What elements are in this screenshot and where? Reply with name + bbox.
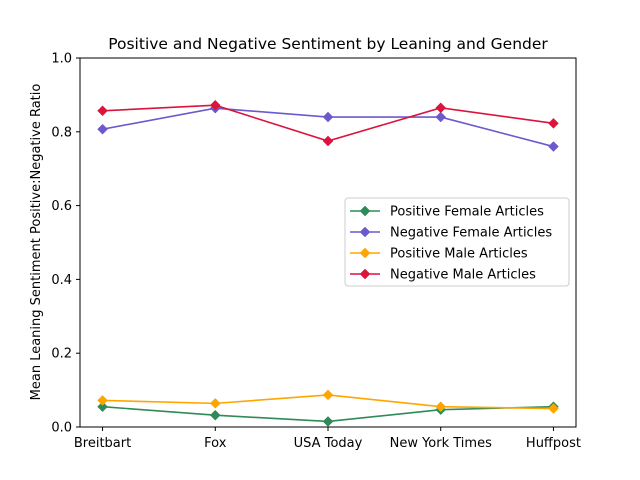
series-line — [102, 104, 554, 142]
data-point — [97, 105, 108, 117]
y-tick-label: 0.2 — [51, 347, 72, 362]
y-tick-label: 0.8 — [51, 125, 72, 140]
legend: Positive Female Articles Negative Female … — [344, 197, 570, 287]
data-point — [97, 401, 108, 413]
y-axis-ticks: 0.0 0.2 0.4 0.6 0.8 1.0 — [51, 52, 80, 436]
data-point — [322, 111, 334, 123]
series-3 — [97, 99, 559, 147]
legend-label: Negative Male Articles — [390, 268, 536, 283]
legend-marker — [359, 226, 371, 238]
x-tick-label: New York Times — [390, 436, 492, 451]
data-point — [209, 99, 221, 111]
legend-box — [344, 197, 570, 287]
data-point — [97, 123, 108, 135]
legend-item: Negative Male Articles — [350, 268, 536, 283]
x-axis-ticks: Breitbart Fox USA Today New York Times Huffp… — [74, 427, 581, 451]
x-tick-label: USA Today — [294, 436, 363, 451]
y-tick-label: 0.0 — [51, 421, 72, 436]
data-point — [322, 135, 334, 147]
chart-title: Positive and Negative Sentiment by Leani… — [108, 35, 548, 53]
y-tick-label: 0.6 — [51, 199, 72, 214]
x-tick-label: Huffpost — [526, 436, 581, 451]
data-point — [435, 401, 447, 413]
legend-item: Negative Female Articles — [350, 226, 552, 241]
data-point — [322, 416, 334, 427]
legend-item: Positive Female Articles — [350, 205, 544, 220]
y-tick-label: 0.4 — [51, 273, 72, 288]
series-layer — [97, 99, 559, 427]
legend-marker — [359, 268, 371, 280]
series-2 — [97, 389, 559, 414]
legend-item: Positive Male Articles — [350, 247, 528, 262]
legend-label: Negative Female Articles — [390, 226, 552, 241]
y-tick-label: 1.0 — [51, 52, 72, 67]
x-tick-label: Breitbart — [74, 436, 131, 451]
data-point — [548, 403, 559, 414]
data-point — [548, 117, 559, 129]
data-point — [97, 395, 108, 406]
x-tick-label: Fox — [204, 436, 227, 451]
data-point — [435, 111, 447, 123]
legend-label: Positive Male Articles — [390, 247, 528, 262]
data-point — [548, 141, 559, 152]
series-0 — [97, 401, 559, 427]
y-axis-label: Mean Leaning Sentiment Positive:Negative… — [29, 84, 44, 401]
data-point — [322, 389, 334, 401]
legend-label: Positive Female Articles — [390, 205, 544, 220]
data-point — [209, 398, 221, 409]
legend-marker — [359, 205, 371, 217]
data-point — [209, 409, 221, 421]
data-point — [435, 102, 447, 114]
plot-frame — [79, 57, 577, 428]
legend-marker — [359, 247, 371, 259]
